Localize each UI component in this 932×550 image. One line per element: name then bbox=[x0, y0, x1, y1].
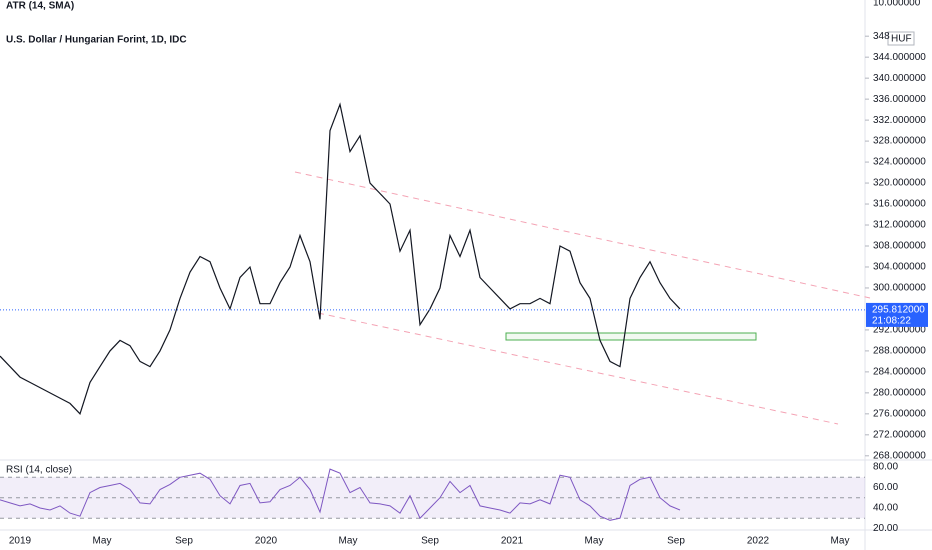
y-tick-label: 276.000000 bbox=[873, 408, 926, 419]
x-tick-label: May bbox=[585, 536, 604, 547]
y-tick-label: 292.000000 bbox=[873, 325, 926, 336]
y-tick-label: 280.000000 bbox=[873, 388, 926, 399]
rsi-tick-label: 60.00 bbox=[873, 482, 898, 493]
indicator-title: ATR (14, SMA) bbox=[6, 1, 74, 12]
y-tick-label: 316.000000 bbox=[873, 199, 926, 210]
x-tick-label: 2019 bbox=[9, 536, 32, 547]
y-tick-label: 340.000000 bbox=[873, 73, 926, 84]
last-price: 295.812000 bbox=[872, 305, 925, 316]
rsi-tick-label: 20.00 bbox=[873, 523, 898, 534]
rsi-line bbox=[0, 468, 681, 521]
y-tick-label: 320.000000 bbox=[873, 178, 926, 189]
price-line bbox=[0, 102, 681, 415]
x-tick-label: May bbox=[831, 536, 850, 547]
currency: HUF bbox=[891, 34, 912, 45]
y-tick-label: 324.000000 bbox=[873, 157, 926, 168]
x-tick-label: May bbox=[93, 536, 112, 547]
countdown: 21:08:22 bbox=[872, 316, 911, 327]
y-tick-label: 312.000000 bbox=[873, 220, 926, 231]
indicator-tick: 10.000000 bbox=[873, 0, 921, 9]
support-zone bbox=[505, 332, 757, 341]
y-tick-label: 300.000000 bbox=[873, 283, 926, 294]
y-tick-label: 284.000000 bbox=[873, 367, 926, 378]
rsi-title: RSI (14, close) bbox=[6, 465, 72, 476]
x-tick-label: 2022 bbox=[747, 536, 770, 547]
y-tick-label: 288.000000 bbox=[873, 346, 926, 357]
y-tick-label: 268.000000 bbox=[873, 450, 926, 461]
last-price-box bbox=[866, 302, 928, 327]
y-tick-label: 348 bbox=[873, 31, 890, 42]
x-tick-label: May bbox=[339, 536, 358, 547]
x-tick-label: Sep bbox=[667, 536, 685, 547]
x-tick-label: Sep bbox=[421, 536, 439, 547]
currency-box bbox=[887, 31, 915, 46]
x-tick-label: 2021 bbox=[501, 536, 524, 547]
y-tick-label: 332.000000 bbox=[873, 115, 926, 126]
rsi-tick-label: 40.00 bbox=[873, 503, 898, 514]
y-tick-label: 328.000000 bbox=[873, 136, 926, 147]
y-tick-label: 308.000000 bbox=[873, 241, 926, 252]
x-tick-label: 2020 bbox=[255, 536, 278, 547]
marks: 2019 May Sep 2020 May Sep 2021 May Sep 2022 May 20.… bbox=[0, 35, 898, 547]
y-tick-label: 304.000000 bbox=[873, 262, 926, 273]
trend-line-lower bbox=[317, 312, 839, 425]
x-tick-label: Sep bbox=[175, 536, 193, 547]
rsi-tick-label: 80.00 bbox=[873, 462, 898, 473]
y-tick-label: 336.000000 bbox=[873, 94, 926, 105]
y-tick-label: 344.000000 bbox=[873, 52, 926, 63]
y-tick-label: 272.000000 bbox=[873, 429, 926, 440]
chart-title: U.S. Dollar / Hungarian Forint, 1D, IDC bbox=[6, 35, 187, 46]
